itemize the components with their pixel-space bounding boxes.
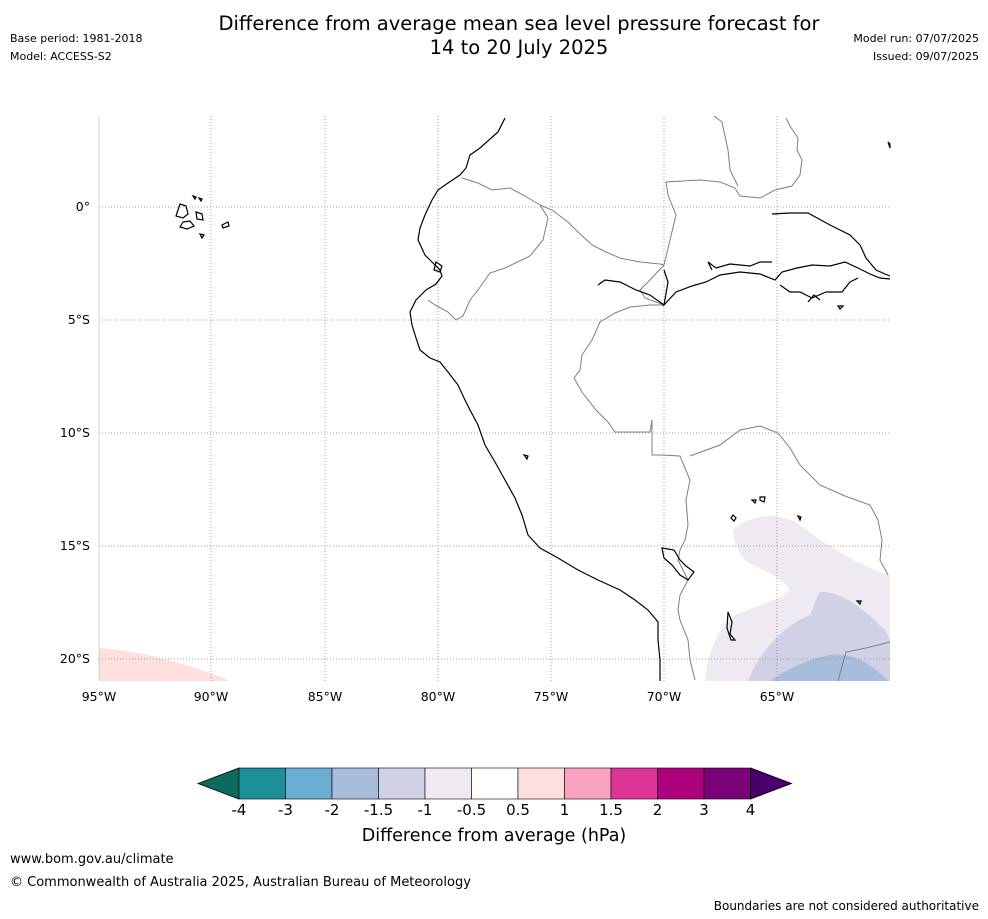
model-run-text: Model run: 07/07/2025 bbox=[853, 32, 979, 45]
colorbar-tick-label: 3 bbox=[699, 801, 709, 819]
colorbar-swatch bbox=[378, 767, 426, 800]
lon-label-75w: 75°W bbox=[534, 689, 569, 704]
colorbar-swatch bbox=[471, 767, 519, 800]
colorbar-tick-label: -1 bbox=[417, 801, 433, 819]
colorbar-extend-low bbox=[196, 767, 240, 800]
lon-label-95w: 95°W bbox=[82, 689, 117, 704]
colorbar-tick-label: -4 bbox=[231, 801, 247, 819]
colorbar-swatch bbox=[657, 767, 705, 800]
colorbar-tick-label: -1.5 bbox=[363, 801, 394, 819]
lat-label-10s: 10°S bbox=[60, 425, 90, 440]
coastlines bbox=[175, 117, 891, 681]
base-period-text: Base period: 1981-2018 bbox=[10, 32, 143, 45]
colorbar-swatch bbox=[285, 767, 333, 800]
title-line-2: 14 to 20 July 2025 bbox=[429, 36, 609, 59]
colorbar-swatch bbox=[238, 767, 286, 800]
anomaly-area-positive-0.5 bbox=[99, 648, 230, 681]
latitude-labels: 0° 5°S 10°S 15°S 20°S bbox=[60, 199, 90, 666]
colorbar-tick-label: -0.5 bbox=[456, 801, 487, 819]
colorbar-swatch bbox=[517, 767, 565, 800]
colorbar-swatch bbox=[424, 767, 472, 800]
country-borders bbox=[427, 115, 891, 682]
colorbar-tick-label: 0.5 bbox=[506, 801, 530, 819]
colorbar-tick-label: 1 bbox=[559, 801, 570, 819]
run-info: Model run: 07/07/2025 Issued: 09/07/2025 bbox=[853, 30, 979, 66]
lat-label-0: 0° bbox=[76, 199, 90, 214]
colorbar-tick-label: 4 bbox=[745, 801, 756, 819]
footer-copyright: © Commonwealth of Australia 2025, Austra… bbox=[10, 875, 471, 890]
longitude-labels: 95°W 90°W 85°W 80°W 75°W 70°W 65°W bbox=[82, 689, 795, 704]
footer-disclaimer: Boundaries are not considered authoritat… bbox=[713, 899, 979, 913]
colorbar bbox=[196, 767, 793, 800]
colorbar-extend-high bbox=[750, 767, 793, 800]
title-line-1: Difference from average mean sea level p… bbox=[218, 12, 820, 35]
footer-url: www.bom.gov.au/climate bbox=[10, 852, 174, 867]
colorbar-tick-label: -3 bbox=[278, 801, 293, 819]
lon-label-80w: 80°W bbox=[421, 689, 456, 704]
colorbar-tick-label: 1.5 bbox=[599, 801, 623, 819]
lon-label-70w: 70°W bbox=[647, 689, 682, 704]
lat-label-20s: 20°S bbox=[60, 651, 90, 666]
lon-label-85w: 85°W bbox=[308, 689, 343, 704]
anomaly-shading bbox=[99, 516, 890, 681]
lat-label-5s: 5°S bbox=[68, 312, 90, 327]
lon-label-90w: 90°W bbox=[194, 689, 229, 704]
colorbar-tick-label: -2 bbox=[324, 801, 340, 819]
colorbar-swatch bbox=[331, 767, 379, 800]
lat-label-15s: 15°S bbox=[60, 538, 90, 553]
model-info: Base period: 1981-2018 Model: ACCESS-S2 bbox=[10, 30, 142, 66]
colorbar-swatch bbox=[564, 767, 612, 800]
model-name-text: Model: ACCESS-S2 bbox=[10, 50, 112, 63]
map-title: Difference from average mean sea level p… bbox=[0, 12, 988, 60]
colorbar-swatch bbox=[703, 767, 751, 800]
issued-text: Issued: 09/07/2025 bbox=[872, 50, 979, 63]
colorbar-title: Difference from average (hPa) bbox=[361, 826, 627, 846]
anomaly-area-neg-1.5 bbox=[770, 654, 888, 681]
gridlines bbox=[99, 116, 890, 681]
colorbar-tick-label: 2 bbox=[652, 801, 663, 819]
lon-label-65w: 65°W bbox=[760, 689, 795, 704]
colorbar-swatch bbox=[610, 767, 658, 800]
